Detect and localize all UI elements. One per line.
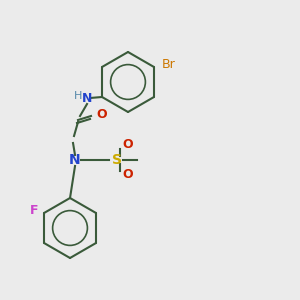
Text: S: S xyxy=(112,153,122,167)
Text: Br: Br xyxy=(162,58,176,71)
Text: O: O xyxy=(122,169,133,182)
Text: O: O xyxy=(122,139,133,152)
Text: F: F xyxy=(29,205,38,218)
Text: N: N xyxy=(69,153,81,167)
Text: O: O xyxy=(96,109,106,122)
Text: H: H xyxy=(74,91,82,101)
Text: N: N xyxy=(82,92,92,104)
